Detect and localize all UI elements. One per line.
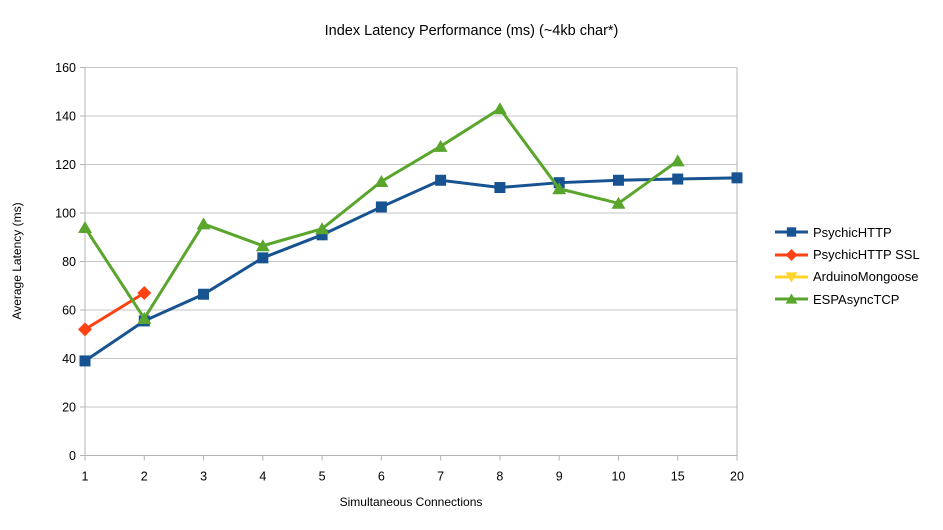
series-line-psychichttp-ssl bbox=[84, 291, 146, 331]
data-point-psychichttp bbox=[198, 288, 210, 300]
legend-label: ESPAsyncTCP bbox=[813, 291, 900, 307]
data-point-psychichttp-ssl bbox=[137, 286, 152, 301]
legend-label: PsychicHTTP SSL bbox=[813, 247, 920, 263]
legend-marker-shape bbox=[785, 272, 798, 283]
x-tick-label: 20 bbox=[730, 470, 744, 484]
legend-item-arduinomongoose: ArduinoMongoose bbox=[775, 266, 920, 288]
legend: PsychicHTTP PsychicHTTP SSL ArduinoMongoos… bbox=[775, 221, 920, 311]
legend-label: PsychicHTTP bbox=[813, 224, 892, 240]
data-point-espasynctcp bbox=[374, 174, 389, 187]
data-point-psychichttp bbox=[435, 174, 447, 186]
data-point-psychichttp bbox=[375, 201, 387, 213]
x-tick-label: 4 bbox=[259, 470, 266, 484]
x-tick-label: 3 bbox=[200, 470, 207, 484]
legend-marker-triangle-down-icon bbox=[775, 272, 808, 283]
legend-marker-diamond-icon bbox=[775, 248, 808, 261]
data-point-psychichttp bbox=[612, 174, 624, 186]
legend-marker-shape bbox=[785, 248, 798, 261]
x-tick-label: 2 bbox=[141, 470, 148, 484]
y-tick-label: 20 bbox=[62, 401, 76, 415]
legend-item-espasynctcp: ESPAsyncTCP bbox=[775, 288, 920, 310]
chart-title: Index Latency Performance (ms) (~4kb cha… bbox=[324, 23, 619, 39]
legend-marker-shape bbox=[785, 293, 798, 305]
y-tick-label: 160 bbox=[55, 61, 76, 75]
data-point-psychichttp bbox=[316, 229, 328, 241]
y-tick-label: 140 bbox=[55, 110, 76, 124]
legend-item-psychichttp: PsychicHTTP bbox=[775, 221, 920, 243]
legend-marker-square-icon bbox=[775, 227, 808, 237]
legend-label: ArduinoMongoose bbox=[813, 269, 919, 285]
data-point-psychichttp-ssl bbox=[78, 322, 92, 337]
y-tick-label: 60 bbox=[62, 304, 76, 318]
data-point-espasynctcp bbox=[315, 222, 330, 235]
data-point-espasynctcp bbox=[196, 217, 211, 230]
data-point-espasynctcp bbox=[552, 182, 567, 195]
y-tick-label: 40 bbox=[62, 352, 76, 366]
data-point-espasynctcp bbox=[255, 239, 270, 252]
y-tick-label: 120 bbox=[55, 158, 76, 172]
y-tick-label: 80 bbox=[62, 255, 76, 269]
x-tick-label: 7 bbox=[437, 470, 444, 484]
x-tick-label: 9 bbox=[556, 470, 563, 484]
data-point-espasynctcp bbox=[137, 311, 152, 324]
data-point-psychichttp bbox=[79, 355, 91, 367]
series-line-espasynctcp bbox=[83, 106, 679, 322]
y-tick-label: 100 bbox=[55, 207, 76, 221]
legend-marker-shape bbox=[786, 227, 797, 237]
y-tick-label: 0 bbox=[69, 449, 76, 463]
x-axis-title: Simultaneous Connections bbox=[339, 495, 483, 509]
x-tick-label: 8 bbox=[496, 470, 503, 484]
series-line-psychichttp bbox=[84, 176, 738, 363]
x-tick-label: 1 bbox=[82, 470, 89, 484]
data-point-espasynctcp bbox=[611, 196, 626, 209]
data-point-psychichttp bbox=[731, 172, 743, 184]
data-point-espasynctcp bbox=[433, 139, 448, 152]
data-point-espasynctcp bbox=[492, 102, 507, 115]
data-point-espasynctcp bbox=[78, 221, 92, 234]
data-point-psychichttp bbox=[672, 173, 684, 185]
x-tick-label: 10 bbox=[612, 470, 626, 484]
legend-marker-triangle-up-icon bbox=[775, 293, 808, 305]
data-point-psychichttp bbox=[494, 182, 506, 194]
x-tick-label: 6 bbox=[378, 470, 385, 484]
legend-item-psychichttp-ssl: PsychicHTTP SSL bbox=[775, 243, 920, 265]
x-tick-label: 5 bbox=[319, 470, 326, 484]
data-point-psychichttp bbox=[257, 252, 269, 264]
x-tick-label: 15 bbox=[671, 470, 685, 484]
data-point-espasynctcp bbox=[670, 154, 685, 167]
